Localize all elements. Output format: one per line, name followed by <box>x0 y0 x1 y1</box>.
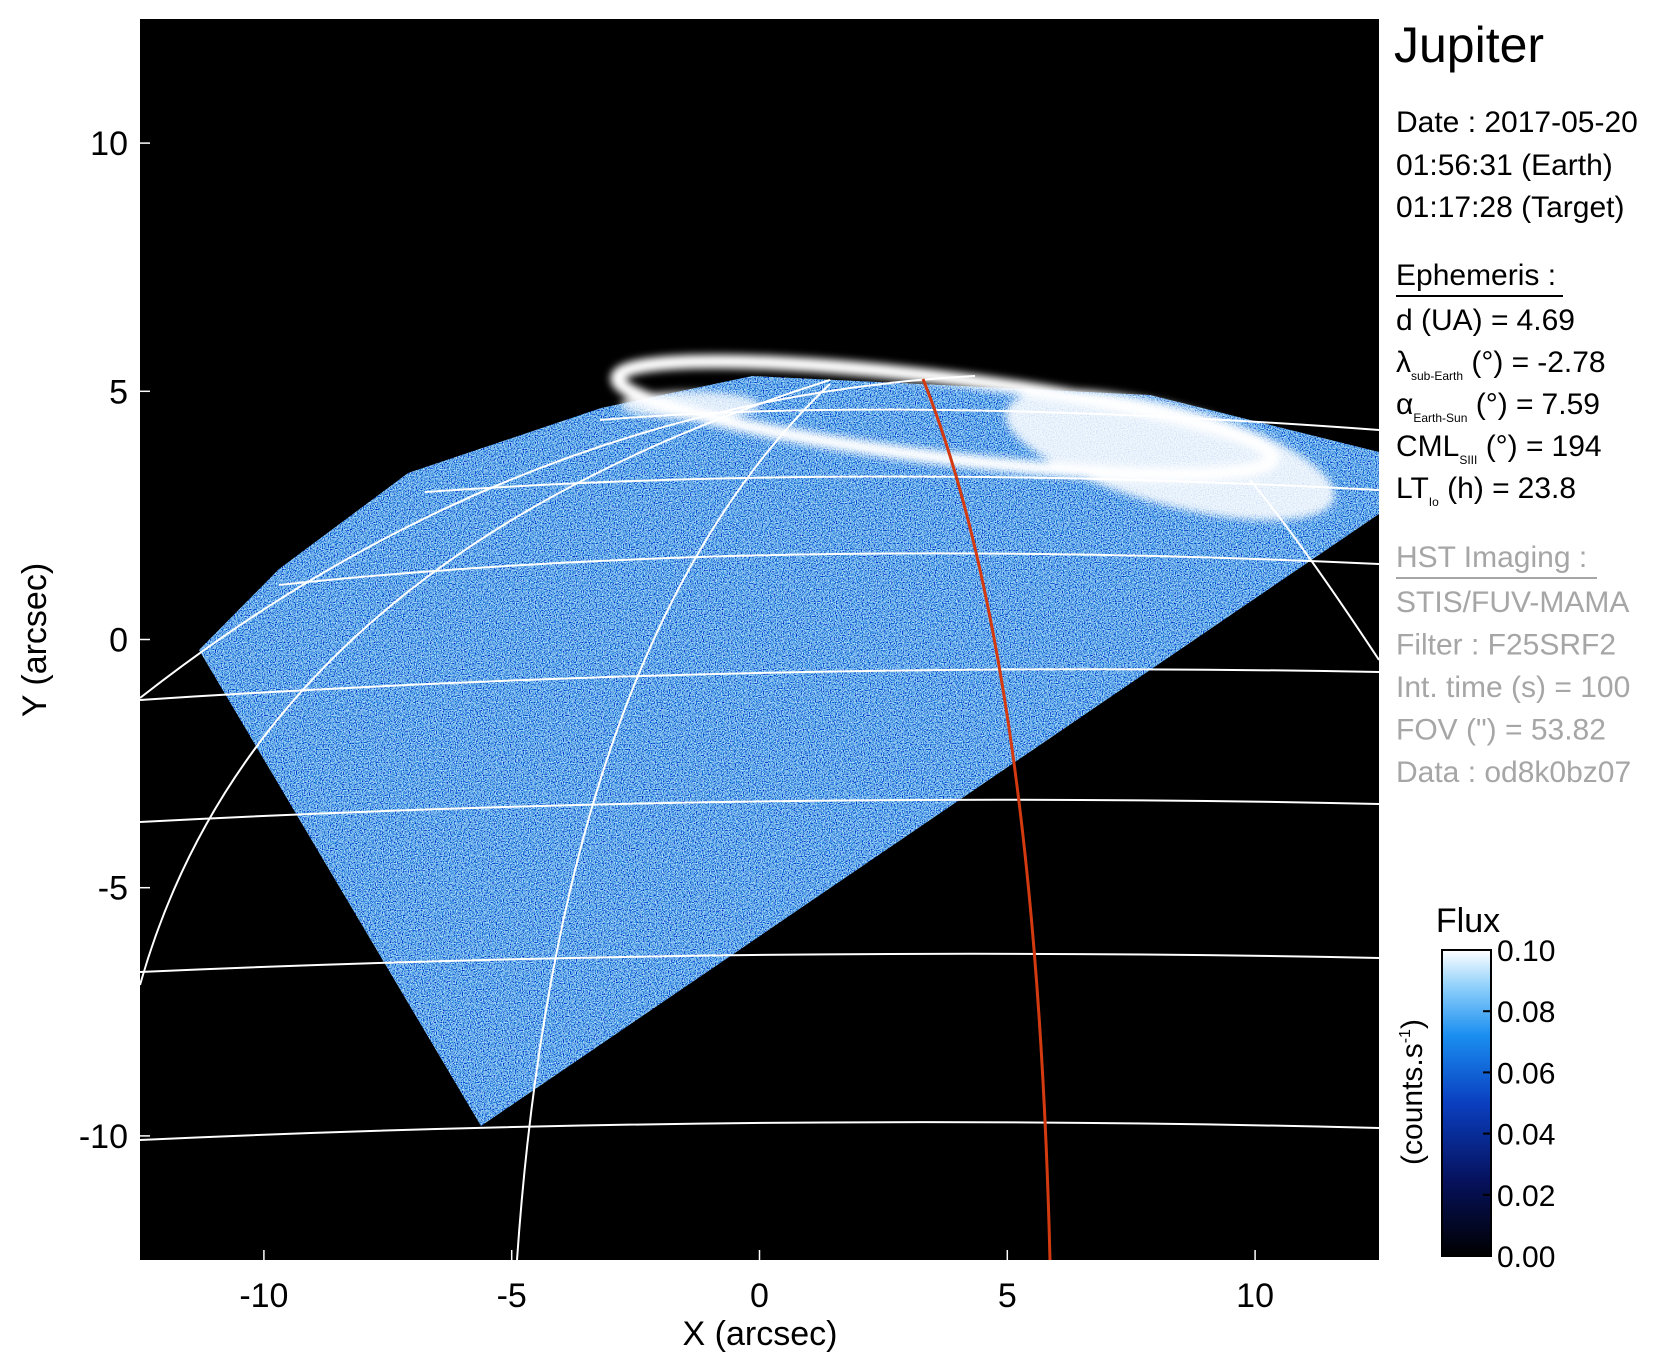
x-axis-label: X (arcsec) <box>683 1315 838 1353</box>
imaging-line: STIS/FUV-MAMA <box>1396 586 1629 619</box>
ephemeris-line: αEarth-Sun (°) = 7.59 <box>1396 388 1600 425</box>
colorbar-label-text: (counts.s <box>1396 1043 1429 1165</box>
imaging-line: FOV (") = 53.82 <box>1396 714 1606 747</box>
imaging-line: Filter : F25SRF2 <box>1396 629 1616 662</box>
ephemeris-operator: (°) = <box>1467 388 1533 421</box>
date-line: 01:17:28 (Target) <box>1396 191 1624 224</box>
ephemeris-value: 7.59 <box>1542 388 1600 421</box>
ephemeris-operator: (°) = <box>1463 346 1529 379</box>
ephemeris-operator: = <box>1483 304 1509 337</box>
ephemeris-title: Ephemeris : <box>1396 259 1556 292</box>
x-tick-label: -10 <box>239 1277 288 1315</box>
ephemeris-subscript: Io <box>1429 495 1439 509</box>
ephemeris-label: d (UA) <box>1396 304 1483 337</box>
ephemeris-value: -2.78 <box>1537 346 1605 379</box>
y-tick-label: 0 <box>109 622 128 660</box>
ephemeris-value: 194 <box>1552 430 1602 463</box>
colorbar-title: Flux <box>1436 902 1500 940</box>
y-axis-label: Y (arcsec) <box>16 563 54 717</box>
colorbar-label-end: ) <box>1396 1019 1429 1029</box>
limb <box>140 375 976 699</box>
colorbar-tick-label: 0.06 <box>1497 1057 1555 1090</box>
ephemeris-subscript: sub-Earth <box>1411 369 1463 383</box>
date-line: Date : 2017-05-20 <box>1396 106 1638 139</box>
imaging-info: STIS/FUV-MAMA Filter : F25SRF2 Int. time (… <box>1396 586 1631 789</box>
ephemeris-label: CML <box>1396 430 1459 463</box>
colorbar-tick-label: 0.02 <box>1497 1180 1555 1213</box>
disk-emission <box>199 376 1379 1126</box>
imaging-line: Int. time (s) = 100 <box>1396 671 1630 704</box>
colorbar-tick-label: 0.00 <box>1497 1241 1555 1274</box>
x-tick-label: 0 <box>750 1277 769 1315</box>
x-tick-label: 10 <box>1236 1277 1274 1315</box>
colorbar-label: (counts.s-1) <box>1396 1019 1429 1165</box>
colorbar <box>1441 949 1492 1257</box>
colorbar-tick-label: 0.08 <box>1497 996 1555 1029</box>
ephemeris-value: 23.8 <box>1518 472 1576 505</box>
colorbar-tick-label: 0.10 <box>1497 935 1555 968</box>
y-tick-label: 10 <box>90 125 128 163</box>
colorbar-tick-label: 0.04 <box>1497 1119 1555 1152</box>
date-line: 01:56:31 (Earth) <box>1396 149 1613 182</box>
y-tick-label: 5 <box>109 373 128 411</box>
central-meridian <box>921 378 1052 1260</box>
imaging-title: HST Imaging : <box>1396 541 1587 574</box>
ephemeris-subscript: Earth-Sun <box>1413 411 1467 425</box>
ephemeris-operator: (°) = <box>1477 430 1543 463</box>
ephemeris-label: LT <box>1396 472 1429 505</box>
image <box>140 354 1379 1260</box>
ephemeris-label: α <box>1396 388 1413 421</box>
x-tick-label: 5 <box>998 1277 1017 1315</box>
imaging-line: Data : od8k0bz07 <box>1396 756 1631 789</box>
y-tick-label: -5 <box>98 870 128 908</box>
graticule <box>140 375 1379 1260</box>
ephemeris-operator: (h) = <box>1439 472 1510 505</box>
ephemeris-line: λsub-Earth (°) = -2.78 <box>1396 346 1606 383</box>
ephemeris-value: 4.69 <box>1517 304 1575 337</box>
ephemeris-line: LTIo (h) = 23.8 <box>1396 472 1576 509</box>
y-tick-label: -10 <box>79 1118 128 1156</box>
ephemeris-label: λ <box>1396 346 1411 379</box>
ephemeris-line: CMLSIII (°) = 194 <box>1396 430 1602 467</box>
colorbar-label-superscript: -1 <box>1397 1029 1414 1043</box>
target-name: Jupiter <box>1394 17 1544 73</box>
ephemeris-line: d (UA) = 4.69 <box>1396 304 1575 337</box>
x-tick-label: -5 <box>497 1277 527 1315</box>
ephemeris-subscript: SIII <box>1459 453 1477 467</box>
